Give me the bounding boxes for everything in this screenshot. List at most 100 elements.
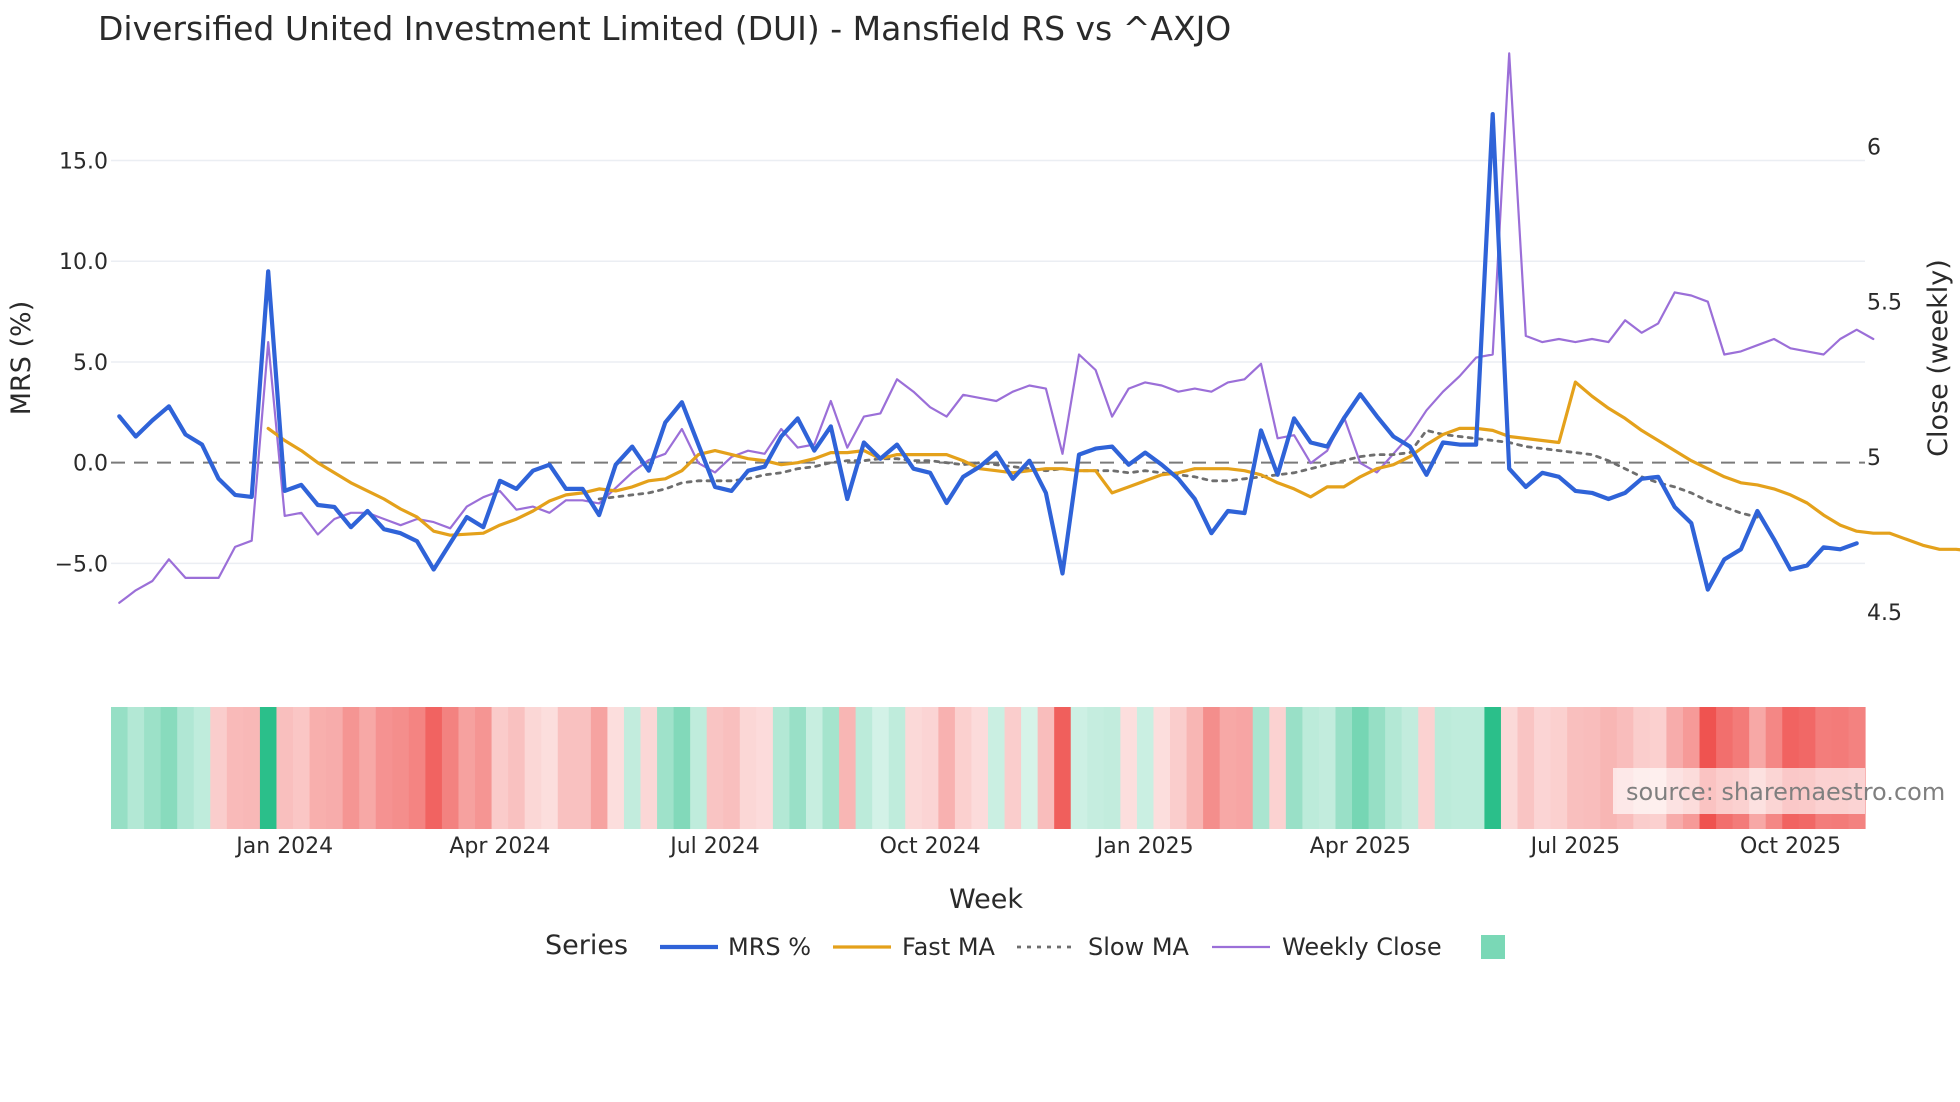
series-line-slow-ma: [597, 428, 1759, 519]
heat-cell: [210, 707, 228, 829]
heat-cell: [309, 707, 327, 829]
x-axis-ticks: Jan 2024 Apr 2024 Jul 2024 Oct 2024 Jan 2025…: [234, 834, 1841, 859]
y-axis-right-ticks: 6 5.5 5 4.5: [1867, 136, 1902, 627]
heat-cell: [657, 707, 675, 829]
legend-label-mrs: MRS %: [728, 933, 811, 961]
heat-cell: [293, 707, 311, 829]
heat-cell: [938, 707, 956, 829]
heat-cell: [756, 707, 774, 829]
heat-cell: [1517, 707, 1535, 829]
heat-cell: [127, 707, 145, 829]
legend-label-fast-ma: Fast MA: [902, 933, 996, 961]
heat-cell: [1170, 707, 1188, 829]
y-tick-label-right: 4.5: [1867, 601, 1902, 626]
series-line-mrs: [117, 111, 1859, 592]
heat-cell: [1401, 707, 1419, 829]
heat-cell: [1385, 707, 1403, 829]
legend-item-slow-ma[interactable]: Slow MA: [1017, 933, 1190, 961]
heat-cell: [739, 707, 757, 829]
heat-cell: [574, 707, 592, 829]
y-tick-label-right: 5.5: [1867, 291, 1902, 316]
heat-cell: [144, 707, 162, 829]
source-note: source: sharemaestro.com: [1626, 778, 1945, 806]
source-note-background: [1613, 768, 1865, 814]
heat-cell: [607, 707, 625, 829]
heat-cell: [888, 707, 906, 829]
heat-cell: [1186, 707, 1204, 829]
heat-cell: [111, 707, 129, 829]
heat-cell: [1252, 707, 1270, 829]
x-tick-label: Apr 2024: [449, 834, 550, 859]
heat-cell: [557, 707, 575, 829]
y-tick-label-left: 0.0: [73, 452, 108, 477]
heat-cell: [177, 707, 195, 829]
legend-item-mrs[interactable]: MRS %: [660, 933, 811, 961]
legend-title: Series: [545, 930, 628, 961]
legend-item-fast-ma[interactable]: Fast MA: [833, 933, 996, 961]
x-tick-label: Jul 2024: [668, 834, 760, 859]
heat-cell: [1054, 707, 1072, 829]
y-tick-label-left: −5.0: [55, 552, 108, 577]
heat-cell: [905, 707, 923, 829]
heat-cell: [193, 707, 211, 829]
x-tick-label: Oct 2024: [880, 834, 981, 859]
heat-cell: [872, 707, 890, 829]
y-tick-label-right: 6: [1867, 136, 1881, 161]
heat-cell: [1567, 707, 1585, 829]
x-tick-label: Apr 2025: [1310, 834, 1411, 859]
heat-cell: [408, 707, 426, 829]
y-axis-left-ticks: 15.0 10.0 5.0 0.0 −5.0: [55, 149, 108, 577]
heat-cell: [276, 707, 294, 829]
heat-cell: [1418, 707, 1436, 829]
heat-cell: [772, 707, 791, 829]
heat-cell: [1037, 707, 1055, 829]
heat-cell: [342, 707, 360, 829]
x-tick-label: Jan 2024: [234, 834, 333, 859]
heat-cell: [160, 707, 178, 829]
heat-cell: [1004, 707, 1022, 829]
heat-cell: [425, 707, 443, 829]
heat-cell: [805, 707, 824, 829]
heat-cell: [1302, 707, 1320, 829]
heat-cell: [623, 707, 642, 829]
heat-cell: [839, 707, 857, 829]
heat-cell: [971, 707, 989, 829]
heat-cell: [508, 707, 526, 829]
y-tick-label-right: 5: [1867, 446, 1881, 471]
heat-cell: [475, 707, 493, 829]
heat-cell: [226, 707, 244, 829]
heat-cell: [789, 707, 807, 829]
heat-cell: [1534, 707, 1552, 829]
heat-cell: [690, 707, 708, 829]
gridlines: [111, 159, 1865, 565]
legend-item-weekly-close[interactable]: Weekly Close: [1212, 933, 1442, 961]
y-axis-right-title: Close (weekly): [1923, 259, 1954, 457]
heat-cell: [1120, 707, 1138, 829]
heat-cell: [954, 707, 973, 829]
heat-cell: [706, 707, 724, 829]
heat-cell: [1352, 707, 1370, 829]
heat-cell: [921, 707, 939, 829]
heat-cell: [1153, 707, 1171, 829]
heat-cell: [673, 707, 691, 829]
heat-cell: [855, 707, 873, 829]
heat-cell: [1136, 707, 1155, 829]
series-lines: [117, 52, 1960, 604]
heat-cell: [1103, 707, 1121, 829]
heat-cell: [723, 707, 741, 829]
heat-cell: [988, 707, 1006, 829]
y-tick-label-left: 5.0: [73, 351, 108, 376]
heat-cell: [491, 707, 509, 829]
heat-cell: [1087, 707, 1105, 829]
heat-cell: [822, 707, 840, 829]
legend-item-heat-strip[interactable]: [1481, 935, 1505, 959]
mrs-heat-strip: [111, 707, 1866, 829]
heat-cell: [1467, 707, 1486, 829]
series-line-fast-ma: [266, 380, 1960, 552]
heat-cell: [541, 707, 559, 829]
heat-cell: [1203, 707, 1221, 829]
heat-cell: [590, 707, 609, 829]
heat-cell: [1318, 707, 1337, 829]
heat-cell: [1269, 707, 1287, 829]
